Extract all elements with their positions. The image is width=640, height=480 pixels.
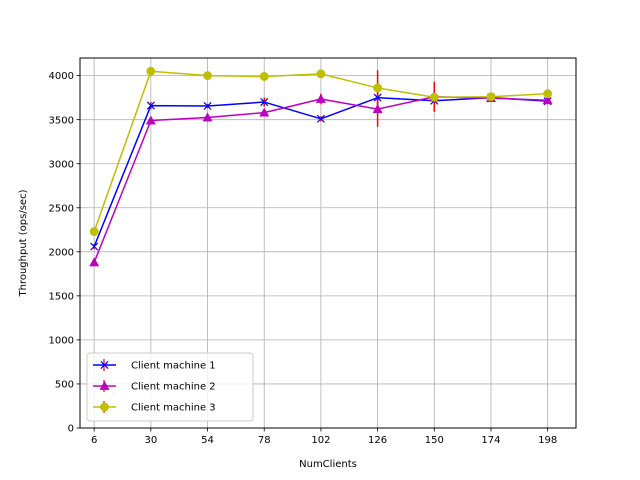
data-point: [259, 72, 269, 81]
legend: Client machine 1 Client machine 2 Client m…: [86, 352, 254, 422]
y-tick-label: 2000: [49, 247, 74, 258]
data-point: [260, 98, 269, 107]
data-point: [486, 92, 496, 102]
y-tick-label: 4000: [49, 71, 74, 82]
x-axis-label: NumClients: [299, 459, 357, 470]
data-point: [146, 66, 156, 76]
legend-box: [86, 352, 254, 422]
data-point: [543, 89, 553, 99]
data-point: [203, 71, 212, 81]
x-tick-label: 78: [258, 435, 271, 446]
legend-label: Client machine 3: [131, 403, 216, 414]
data-point: [316, 69, 326, 79]
data-point: [89, 227, 99, 236]
x-tick-label: 174: [481, 435, 500, 446]
y-tick-label: 1000: [49, 336, 74, 347]
data-point: [203, 101, 212, 111]
y-tick-label: 3500: [49, 115, 74, 126]
legend-marker: [100, 402, 109, 412]
data-point: [372, 103, 383, 114]
data-point: [259, 107, 270, 117]
x-tick-label: 30: [144, 435, 157, 446]
data-point: [89, 257, 100, 267]
plot-frame: [79, 57, 577, 429]
data-point: [429, 92, 439, 102]
legend-marker: [99, 380, 110, 390]
series-markers: [89, 66, 553, 267]
x-tick-label: 198: [538, 435, 557, 446]
y-axis-ticks: 0 500 1000 1500 2000 2500 3000 3500 4000: [49, 71, 80, 435]
x-tick-label: 6: [91, 435, 97, 446]
y-axis-label: Throughput (ops/sec): [18, 189, 29, 297]
x-axis-ticks: 6 30 54 78 102 126 150 174 198: [91, 428, 557, 446]
x-tick-label: 54: [201, 435, 214, 446]
y-tick-label: 3000: [49, 159, 74, 170]
data-point: [90, 242, 99, 251]
x-tick-label: 126: [368, 435, 387, 446]
legend-label: Client machine 1: [131, 361, 216, 372]
data-point: [146, 101, 155, 110]
y-tick-label: 2500: [49, 203, 74, 214]
data-point: [542, 95, 553, 105]
data-point: [145, 115, 156, 125]
y-tick-label: 1500: [49, 291, 74, 302]
data-point: [373, 93, 382, 102]
y-tick-label: 500: [55, 380, 74, 391]
legend-marker: [100, 360, 109, 370]
legend-label: Client machine 2: [131, 382, 216, 393]
x-tick-label: 102: [311, 435, 330, 446]
data-point: [373, 83, 383, 93]
data-point: [315, 93, 326, 103]
y-tick-label: 0: [68, 424, 74, 435]
data-point: [202, 112, 213, 122]
data-point: [316, 114, 325, 123]
x-tick-label: 150: [425, 435, 444, 446]
